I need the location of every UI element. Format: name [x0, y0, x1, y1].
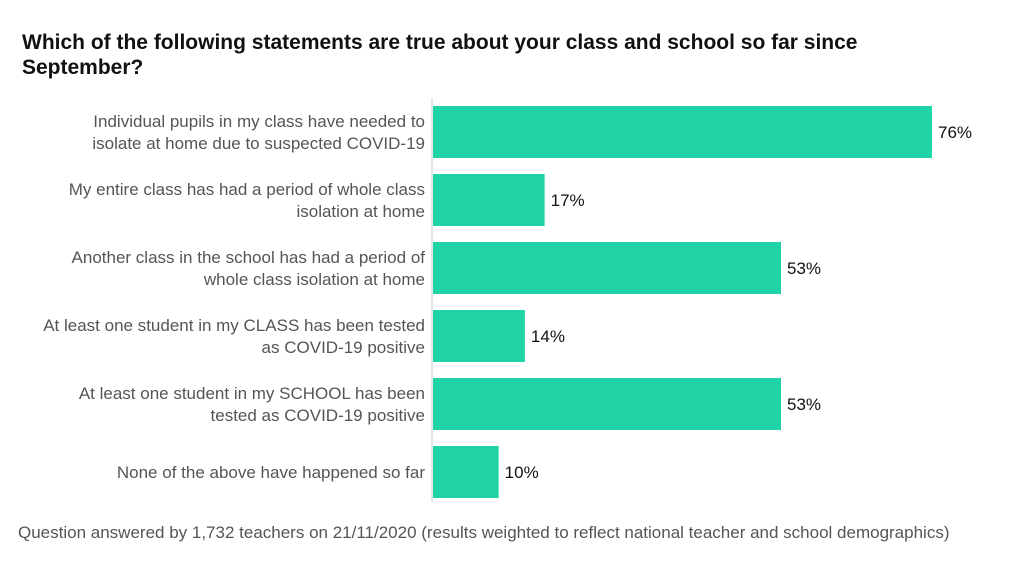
bar-6	[433, 446, 499, 498]
footnote: Question answered by 1,732 teachers on 2…	[18, 523, 950, 542]
value-label-3: 53%	[787, 259, 821, 278]
value-label-1: 76%	[938, 123, 972, 142]
category-label-5: At least one student in my SCHOOL has be…	[79, 384, 425, 425]
bar-3	[433, 242, 781, 294]
bar-2	[433, 174, 545, 226]
value-label-2: 17%	[551, 191, 585, 210]
bar-4	[433, 310, 525, 362]
value-label-6: 10%	[505, 463, 539, 482]
bars-group: 76% Individual pupils in my class have ne…	[43, 106, 972, 498]
bar-5	[433, 378, 781, 430]
bar-chart: 76% Individual pupils in my class have ne…	[43, 98, 972, 502]
chart-title: Which of the following statements are tr…	[22, 31, 858, 79]
category-label-6: None of the above have happened so far	[117, 463, 425, 482]
value-label-5: 53%	[787, 395, 821, 414]
category-label-2: My entire class has had a period of whol…	[69, 180, 425, 221]
category-label-4: At least one student in my CLASS has bee…	[43, 316, 425, 357]
bar-1	[433, 106, 932, 158]
category-label-3: Another class in the school has had a pe…	[72, 248, 426, 289]
category-label-1: Individual pupils in my class have neede…	[92, 112, 425, 153]
value-label-4: 14%	[531, 327, 565, 346]
